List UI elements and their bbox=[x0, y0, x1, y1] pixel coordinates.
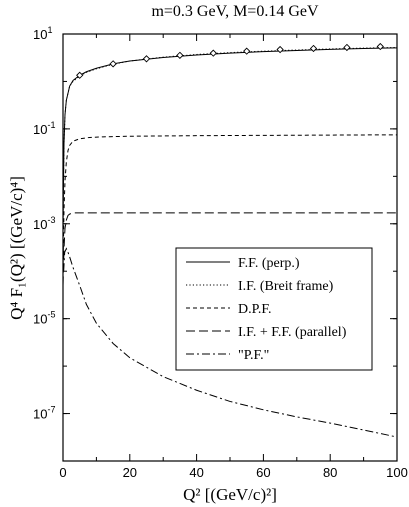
data-point-marker bbox=[142, 55, 151, 63]
x-tick-label: 0 bbox=[59, 465, 66, 480]
x-tick-label: 100 bbox=[386, 465, 408, 480]
series-line-5 bbox=[63, 247, 398, 438]
x-axis-label: Q² [(GeV/c)²] bbox=[183, 485, 277, 504]
y-tick-label: 10-1 bbox=[33, 120, 55, 137]
legend-box bbox=[175, 247, 373, 371]
data-point-marker bbox=[376, 42, 384, 51]
x-tick-label: 80 bbox=[323, 465, 337, 480]
x-tick-label: 60 bbox=[256, 465, 270, 480]
y-axis-ticks: 101 10-1 10-3 10-5 10-7 bbox=[33, 25, 397, 462]
data-point-marker bbox=[76, 71, 84, 79]
legend-label: D.P.F. bbox=[238, 302, 272, 317]
data-point-marker bbox=[343, 43, 351, 52]
chart-title: m=0.3 GeV, M=0.14 GeV bbox=[151, 3, 319, 20]
y-tick-label: 101 bbox=[33, 25, 52, 42]
x-axis-ticks: 0 20 40 60 80 100 bbox=[59, 34, 408, 480]
data-point-marker bbox=[176, 51, 184, 59]
y-tick-label: 10-7 bbox=[33, 405, 55, 422]
legend: F.F. (perp.) I.F. (Breit frame) D.P.F. I.F.… bbox=[175, 247, 373, 371]
y-tick-label: 10-3 bbox=[33, 215, 55, 232]
legend-label: F.F. (perp.) bbox=[238, 256, 300, 271]
data-point-marker bbox=[243, 47, 251, 55]
data-point-marker bbox=[276, 45, 284, 54]
legend-label: I.F. + F.F. (parallel) bbox=[238, 325, 347, 340]
series-line-3 bbox=[62, 134, 398, 272]
legend-label: "P.F." bbox=[238, 348, 269, 363]
legend-label: I.F. (Breit frame) bbox=[238, 279, 334, 294]
series-line-4 bbox=[62, 212, 397, 286]
data-point-marker bbox=[109, 60, 117, 68]
series-layer bbox=[62, 42, 398, 438]
data-point-marker bbox=[209, 49, 217, 57]
x-tick-label: 40 bbox=[189, 465, 203, 480]
y-axis-label: Q⁴ F₁(Q²) [(GeV/c)⁴] bbox=[7, 176, 26, 320]
data-point-marker bbox=[309, 44, 318, 53]
y-tick-label: 10-5 bbox=[33, 310, 55, 327]
legend-items: F.F. (perp.) I.F. (Breit frame) D.P.F. I.F.… bbox=[186, 256, 347, 363]
x-tick-label: 20 bbox=[123, 465, 137, 480]
